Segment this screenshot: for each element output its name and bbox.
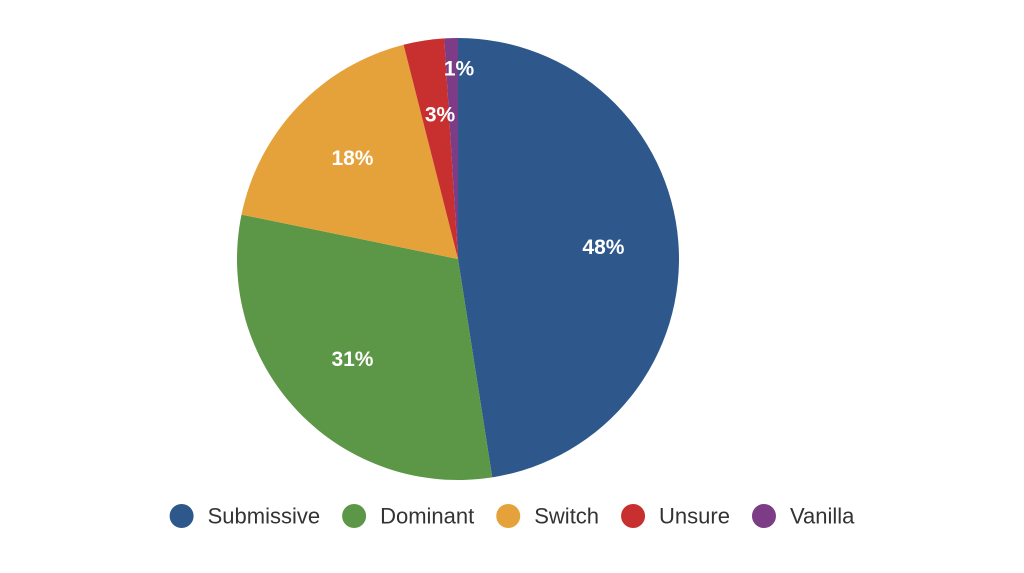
legend: Submissive Dominant Switch Unsure Vanilla [169, 504, 855, 529]
legend-item-dominant[interactable]: Dominant [342, 504, 474, 529]
legend-label-vanilla: Vanilla [790, 504, 855, 529]
data-label-switch: 18% [331, 147, 373, 170]
pie-slice-unsure [403, 38, 458, 259]
legend-marker-switch [496, 504, 521, 528]
legend-marker-submissive [169, 504, 194, 528]
legend-marker-unsure [621, 504, 646, 528]
legend-label-dominant: Dominant [380, 504, 474, 529]
legend-item-switch[interactable]: Switch [496, 504, 599, 529]
legend-item-vanilla[interactable]: Vanilla [751, 504, 855, 529]
data-label-vanilla: 1% [444, 58, 475, 81]
legend-label-unsure: Unsure [659, 504, 730, 529]
pie-slices [236, 38, 680, 481]
data-label-dominant: 31% [331, 348, 373, 371]
pie-slice-switch [241, 44, 458, 259]
data-label-submissive: 48% [582, 236, 624, 259]
pie-slice-dominant [236, 214, 493, 481]
legend-marker-dominant [342, 504, 367, 528]
legend-item-submissive[interactable]: Submissive [169, 504, 320, 529]
pie-slice-vanilla [444, 38, 458, 259]
legend-label-submissive: Submissive [208, 504, 320, 529]
pie-slice-submissive [458, 38, 680, 478]
data-label-unsure: 3% [425, 104, 456, 127]
legend-marker-vanilla [751, 504, 776, 528]
pie-data-labels: 48% 31% 18% 3% 1% [331, 58, 624, 372]
legend-item-unsure[interactable]: Unsure [621, 504, 730, 529]
legend-label-switch: Switch [534, 504, 599, 529]
